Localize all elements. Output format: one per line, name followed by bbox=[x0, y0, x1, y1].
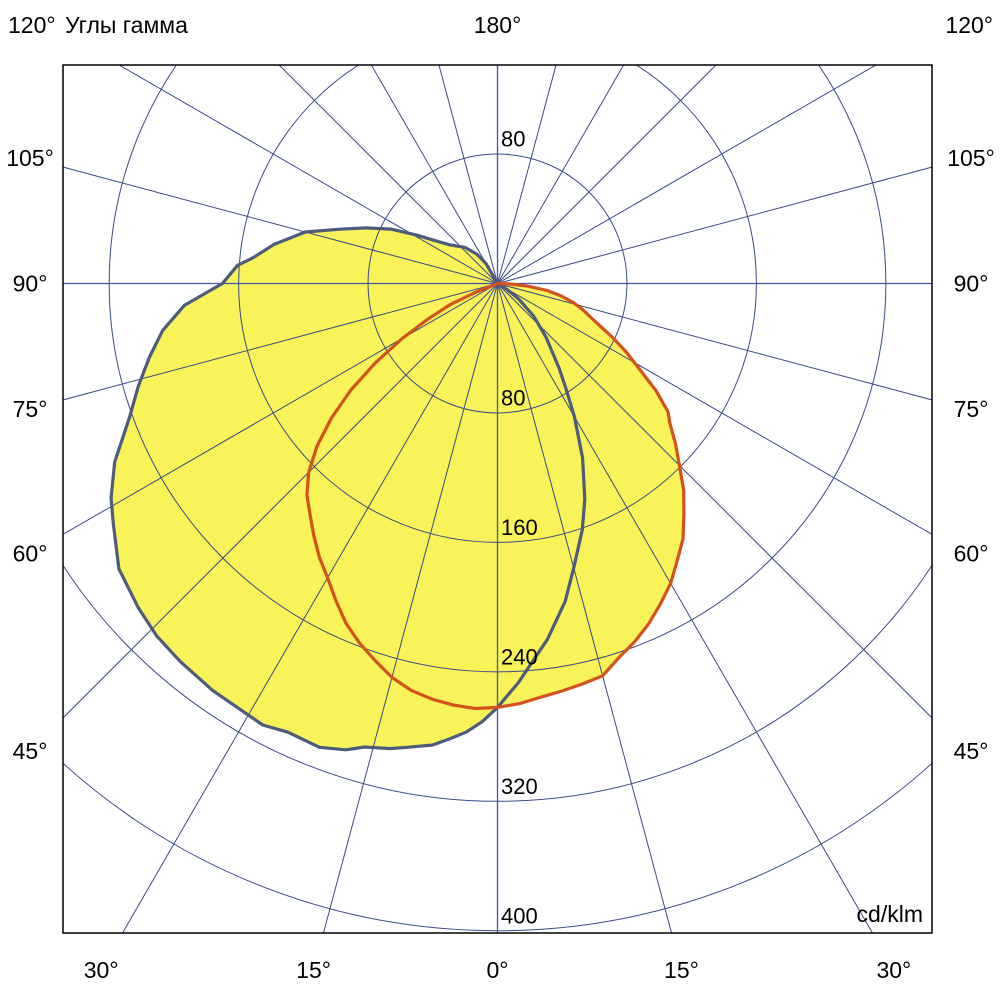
grid-radial-line-150 bbox=[497, 65, 625, 284]
grid-radial-line--150 bbox=[370, 65, 498, 284]
bottom-angle-label-3: 15° bbox=[664, 957, 699, 983]
bottom-angle-label-0: 30° bbox=[84, 957, 119, 983]
top-angle-label: 180° bbox=[474, 12, 522, 38]
grid-radial-line--75 bbox=[63, 283, 498, 401]
left-angle-label-45: 45° bbox=[13, 738, 48, 764]
left-angle-label-60: 60° bbox=[13, 540, 48, 566]
radial-tick-label-240: 240 bbox=[501, 644, 538, 669]
right-angle-label-105: 105° bbox=[947, 145, 995, 171]
corner-angle-label-right: 120° bbox=[945, 12, 993, 38]
bottom-angle-label-4: 30° bbox=[876, 957, 911, 983]
right-angle-label-60: 60° bbox=[954, 540, 989, 566]
luminous-intensity-plane-red-fill bbox=[306, 283, 684, 709]
left-angle-label-90: 90° bbox=[13, 271, 48, 297]
corner-angle-label-left: 120° bbox=[8, 12, 56, 38]
radial-tick-label-top-80: 80 bbox=[501, 127, 525, 152]
left-angle-label-105: 105° bbox=[6, 145, 54, 171]
grid-radial-line--30 bbox=[121, 283, 498, 933]
grid-radial-line-45 bbox=[497, 283, 932, 719]
chart-title: Углы гамма bbox=[65, 12, 188, 38]
grid-radial-line-75 bbox=[497, 283, 932, 401]
radial-tick-label-80: 80 bbox=[501, 385, 525, 410]
luminous-intensity-plane-red-outline bbox=[305, 281, 686, 711]
bottom-angle-label-2: 0° bbox=[487, 957, 509, 983]
radial-tick-label-320: 320 bbox=[501, 774, 538, 799]
grid-radial-line--105 bbox=[63, 166, 498, 284]
radial-tick-label-400: 400 bbox=[501, 903, 538, 928]
bottom-angle-label-1: 15° bbox=[296, 957, 331, 983]
grid-radial-line--45 bbox=[63, 283, 498, 719]
radial-tick-label-160: 160 bbox=[501, 515, 538, 540]
grid-radial-line-120 bbox=[497, 65, 877, 284]
unit-label: cd/klm bbox=[857, 901, 923, 927]
grid-radial-line-15 bbox=[497, 283, 673, 933]
grid-radial-line--165 bbox=[438, 65, 498, 284]
left-angle-label-75: 75° bbox=[13, 396, 48, 422]
grid-radial-line-135 bbox=[497, 65, 717, 284]
right-angle-label-90: 90° bbox=[954, 271, 989, 297]
chart-frame bbox=[62, 64, 933, 934]
grid-radial-line-105 bbox=[497, 166, 932, 284]
grid-radial-line-165 bbox=[497, 65, 557, 284]
grid-radial-line--135 bbox=[278, 65, 498, 284]
grid-radial-line--120 bbox=[118, 65, 498, 284]
right-angle-label-75: 75° bbox=[954, 396, 989, 422]
luminous-intensity-plane-blue-outline bbox=[109, 226, 587, 752]
grid-radial-line--15 bbox=[322, 283, 498, 933]
grid-radial-line--60 bbox=[63, 283, 498, 535]
grid-radial-line-60 bbox=[497, 283, 932, 535]
right-angle-label-45: 45° bbox=[954, 738, 989, 764]
